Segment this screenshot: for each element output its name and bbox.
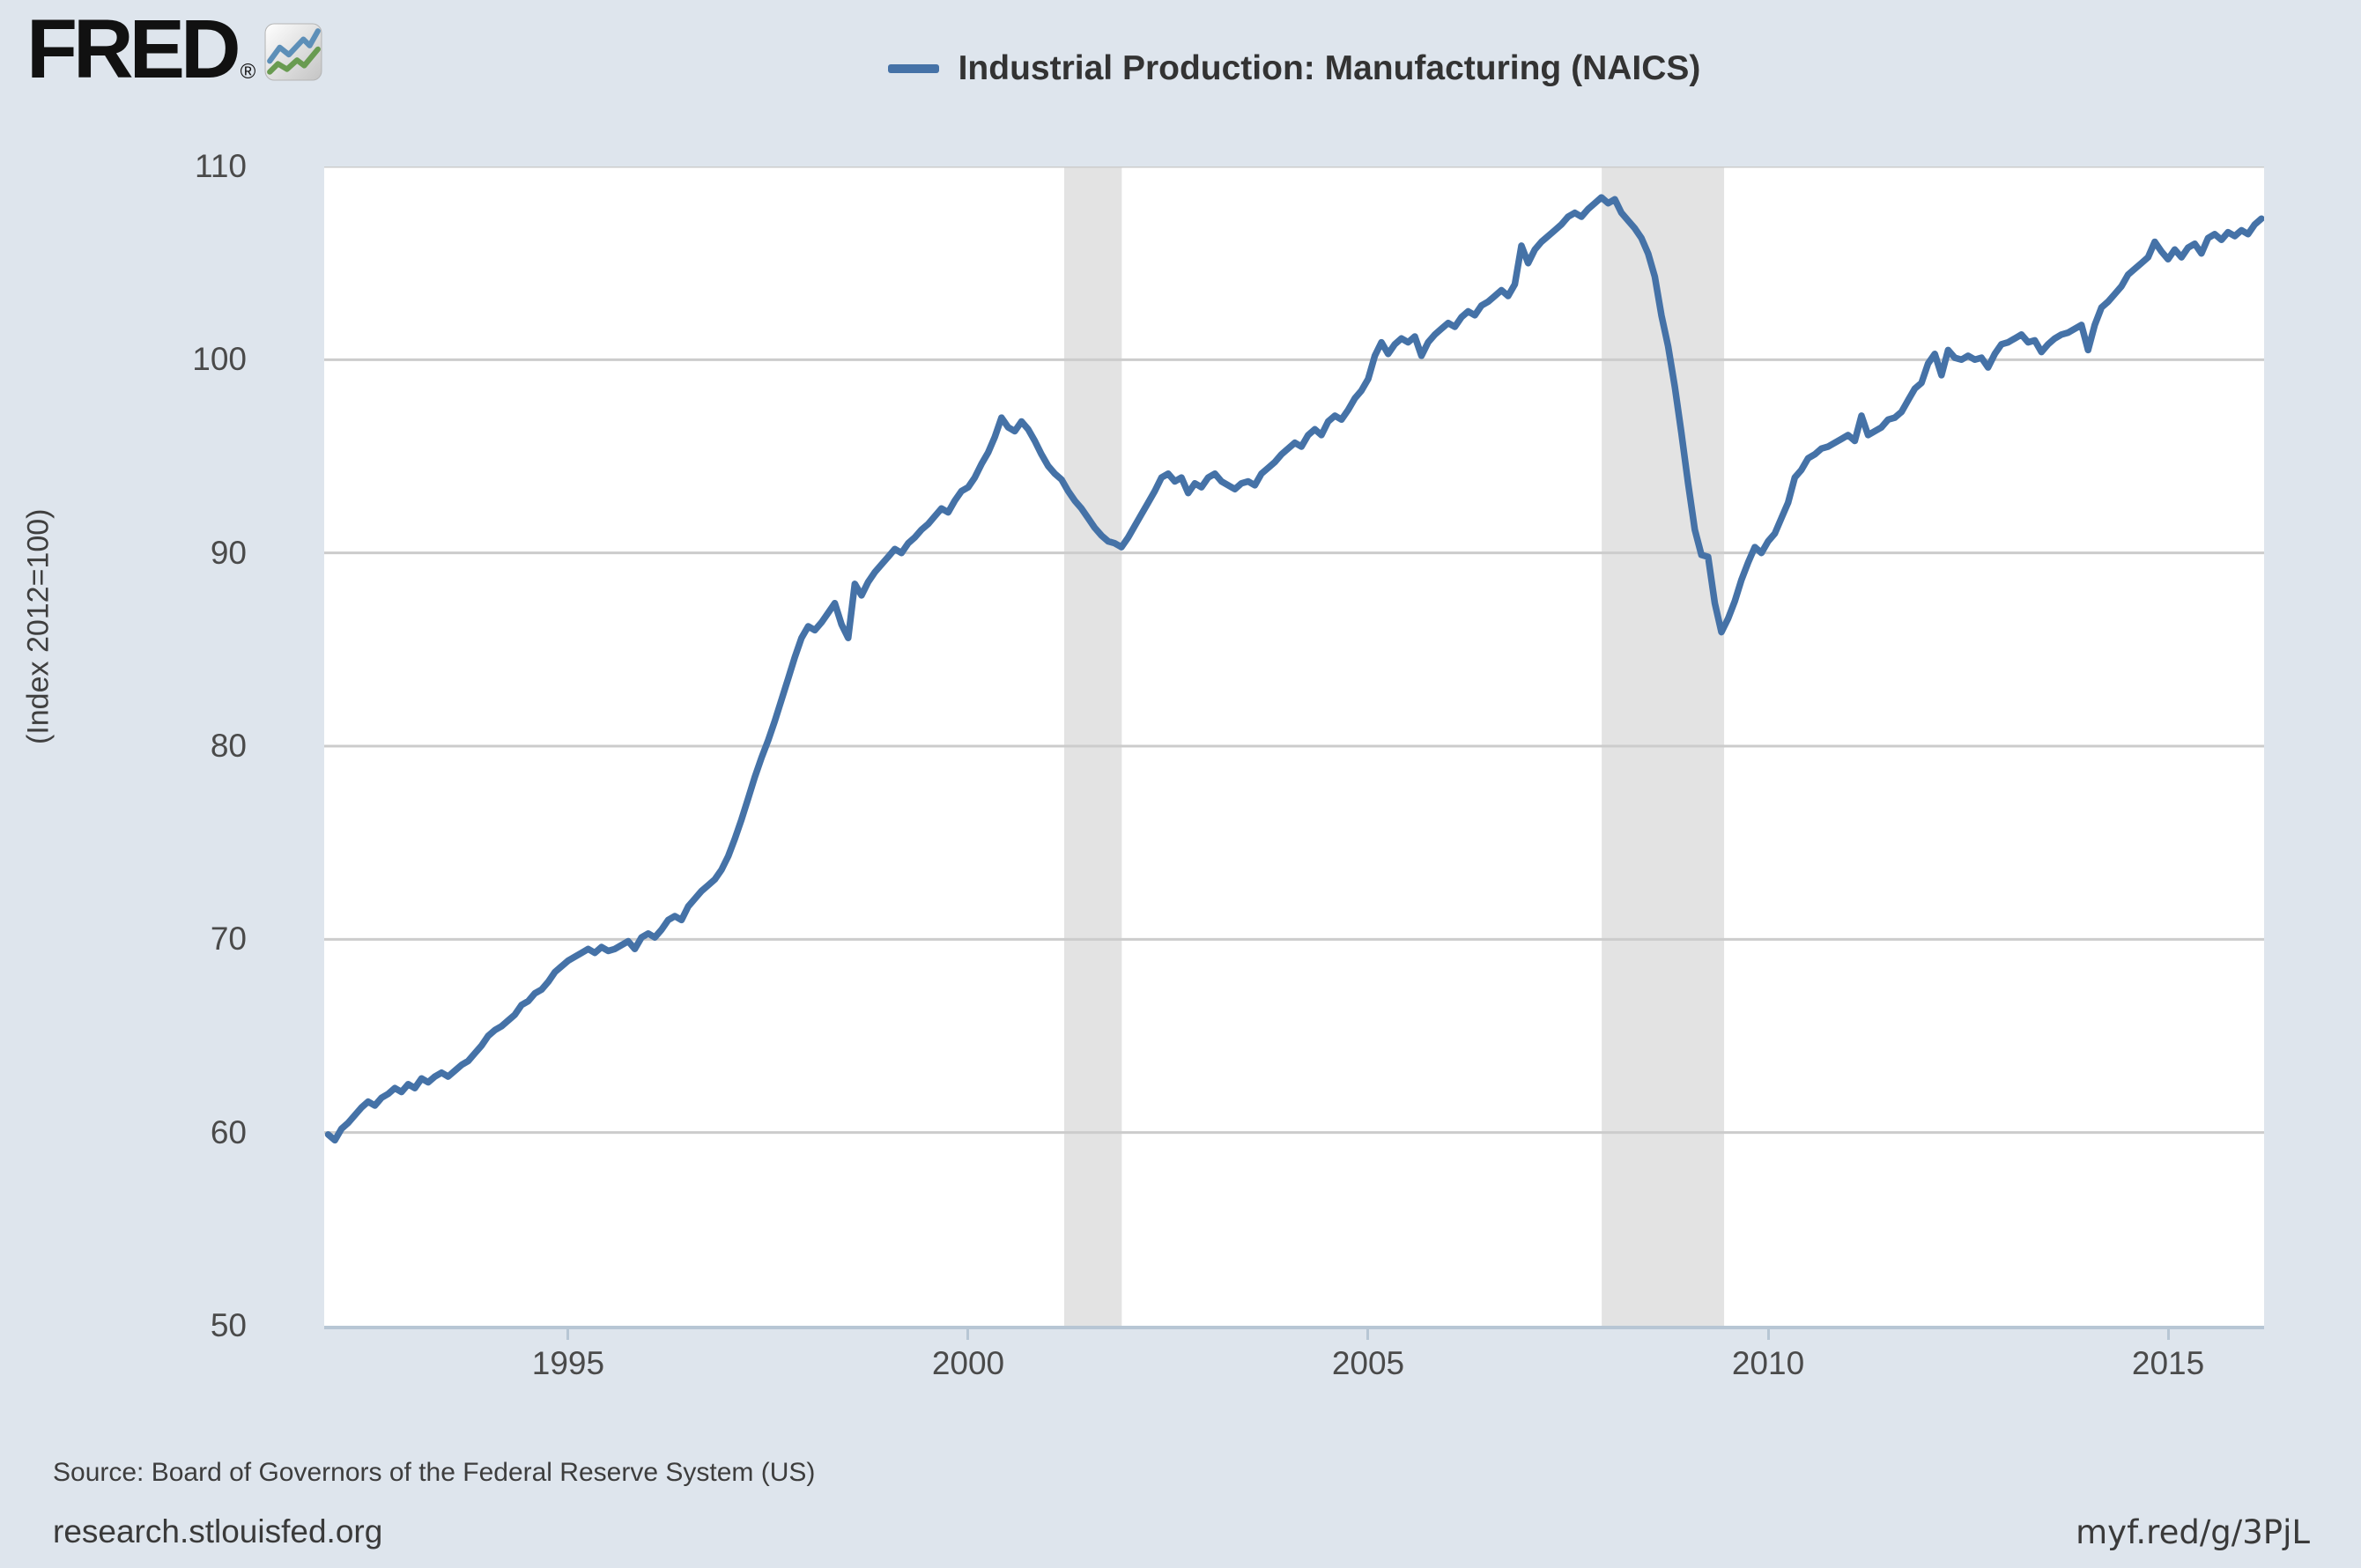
line-chart-canvas [324,166,2264,1326]
x-tick-mark [1766,1328,1770,1340]
y-tick-label: 90 [210,534,247,571]
fred-logo-text: FRED [26,3,241,96]
y-tick-label: 110 [195,148,247,184]
y-tick-label: 100 [192,341,247,378]
x-tick-mark [966,1328,970,1340]
legend-series-label: Industrial Production: Manufacturing (NA… [958,49,1701,87]
x-axis-line [324,1326,2264,1329]
plot-area [324,166,2264,1326]
source-note: Source: Board of Governors of the Federa… [53,1458,816,1487]
x-tick-mark [1366,1328,1370,1340]
data-line [324,194,2264,1144]
x-tick-label: 2000 [931,1345,1005,1381]
x-tick-mark [566,1328,570,1340]
research-stlouisfed-url: research.stlouisfed.org [53,1513,383,1550]
registered-trademark-symbol: ® [240,60,256,84]
x-tick-mark [2166,1328,2170,1340]
y-tick-label: 60 [210,1113,247,1150]
y-tick-label: 80 [210,728,247,764]
x-tick-label: 1995 [531,1345,605,1381]
y-tick-label: 70 [210,921,247,958]
fred-logo-chart-icon [264,23,322,81]
x-tick-label: 2005 [1331,1345,1405,1381]
y-tick-label: 50 [210,1307,247,1343]
legend-line-swatch [887,64,939,73]
fred-logo: FRED ® [26,3,322,96]
x-tick-label: 2010 [1731,1345,1805,1381]
x-tick-label: 2015 [2131,1345,2205,1381]
legend: Industrial Production: Manufacturing (NA… [324,49,2264,88]
myf-red-short-url: myf.red/g/3PjL [2076,1513,2310,1551]
